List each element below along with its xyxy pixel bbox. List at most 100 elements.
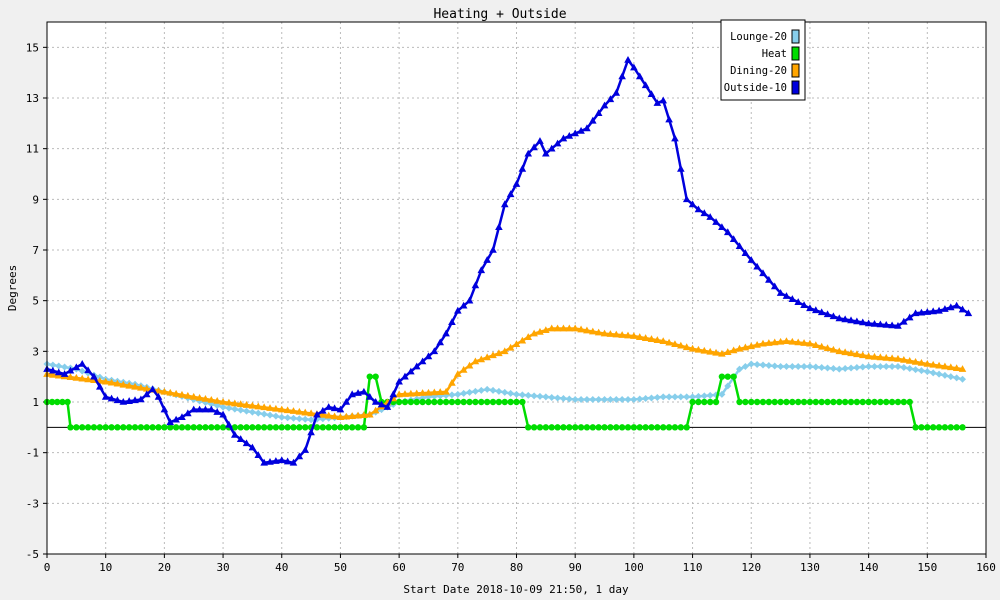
data-point xyxy=(407,398,415,406)
data-point xyxy=(178,413,186,420)
data-point xyxy=(571,324,579,332)
data-point xyxy=(500,200,509,208)
data-point xyxy=(513,398,520,406)
data-point xyxy=(947,373,955,381)
data-point xyxy=(336,413,345,420)
data-point xyxy=(172,415,180,423)
data-point xyxy=(883,398,890,406)
data-point xyxy=(342,412,351,420)
data-point xyxy=(125,397,133,404)
legend-swatch xyxy=(791,80,800,95)
data-point xyxy=(735,242,744,249)
data-point xyxy=(771,362,779,370)
data-point xyxy=(137,383,145,391)
data-point xyxy=(706,391,714,399)
data-point xyxy=(448,391,456,399)
data-point xyxy=(547,324,556,332)
data-point xyxy=(753,398,761,406)
data-point xyxy=(324,411,333,419)
data-point xyxy=(741,363,749,371)
data-point xyxy=(595,395,603,403)
data-point xyxy=(460,398,467,406)
data-point xyxy=(506,343,515,351)
data-point xyxy=(330,412,339,420)
data-point xyxy=(864,352,873,360)
data-point xyxy=(894,322,902,329)
data-point xyxy=(125,424,133,431)
data-point xyxy=(601,424,608,431)
data-point xyxy=(213,424,221,431)
data-point xyxy=(946,363,955,371)
data-point xyxy=(412,362,421,370)
data-point xyxy=(952,364,961,372)
data-point xyxy=(518,336,527,344)
data-point xyxy=(360,411,368,418)
data-point xyxy=(723,228,732,236)
data-point xyxy=(78,360,87,367)
data-point xyxy=(706,347,714,355)
data-point xyxy=(847,316,855,324)
data-point xyxy=(325,424,332,431)
data-point xyxy=(882,320,891,328)
y-tick-label: 15 xyxy=(26,41,39,54)
data-point xyxy=(624,395,632,403)
data-point xyxy=(407,389,415,397)
data-point xyxy=(812,341,820,349)
data-point xyxy=(882,363,890,371)
data-point xyxy=(642,424,649,431)
data-point xyxy=(677,424,685,431)
data-point xyxy=(730,373,737,380)
data-point xyxy=(671,393,679,401)
data-point xyxy=(905,313,914,321)
data-point xyxy=(471,281,480,289)
data-point xyxy=(642,394,650,402)
data-point xyxy=(524,391,532,399)
data-point xyxy=(436,388,445,395)
data-point xyxy=(49,366,57,374)
data-point xyxy=(160,405,169,413)
data-point xyxy=(835,365,843,373)
data-point xyxy=(859,363,867,371)
data-point xyxy=(783,398,790,406)
data-point xyxy=(741,343,750,351)
data-point xyxy=(900,317,908,325)
data-point xyxy=(54,398,61,406)
data-point xyxy=(817,308,826,316)
data-point xyxy=(466,388,474,396)
data-point xyxy=(559,324,568,332)
data-point xyxy=(683,424,690,431)
data-point xyxy=(788,363,796,371)
data-point xyxy=(559,394,567,402)
x-tick-label: 0 xyxy=(44,561,51,574)
data-point xyxy=(612,395,620,403)
data-point xyxy=(172,424,180,431)
data-point xyxy=(242,439,251,447)
data-point xyxy=(471,387,479,395)
data-point xyxy=(243,407,251,415)
data-point xyxy=(912,424,919,431)
data-point xyxy=(589,395,597,403)
data-point xyxy=(654,424,661,431)
data-point xyxy=(107,394,116,402)
data-point xyxy=(700,346,709,354)
data-point xyxy=(108,424,115,431)
data-point xyxy=(718,223,726,230)
data-point xyxy=(454,398,462,406)
data-point xyxy=(671,340,679,348)
data-point xyxy=(231,399,239,407)
data-point xyxy=(906,398,913,406)
data-point xyxy=(835,347,844,355)
data-point xyxy=(477,386,485,394)
data-point xyxy=(295,452,304,460)
y-tick-label: 9 xyxy=(32,193,39,206)
data-point xyxy=(923,368,931,376)
data-point xyxy=(812,398,820,406)
data-point xyxy=(114,424,121,431)
data-point xyxy=(630,63,638,71)
data-point xyxy=(395,390,403,398)
data-point xyxy=(290,424,297,431)
data-point xyxy=(360,424,368,431)
data-point xyxy=(219,424,227,431)
data-point xyxy=(911,357,920,365)
data-point xyxy=(776,337,785,345)
